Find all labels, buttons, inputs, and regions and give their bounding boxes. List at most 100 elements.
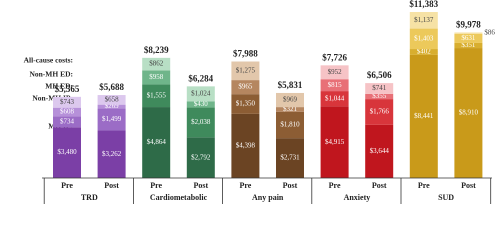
value-label: $969 (283, 96, 298, 104)
bar-segment (276, 138, 304, 178)
bar-segment (53, 96, 81, 108)
bar-segment (365, 83, 394, 94)
bar-segment (186, 107, 215, 138)
value-label: $1,350 (236, 100, 256, 108)
x-tick-label: Pre (150, 181, 162, 190)
bar-segment (231, 80, 260, 95)
x-tick-label: Post (372, 181, 387, 190)
group-label: Any pain (252, 193, 284, 202)
bar-segment (276, 111, 304, 139)
bar-segment (454, 32, 483, 34)
value-label: $2,731 (280, 154, 300, 162)
bar-segment (97, 95, 126, 105)
bar-segment (454, 48, 483, 178)
bar-segment (97, 104, 126, 109)
total-label: $6,284 (188, 73, 213, 83)
group-label: Cardiometabolic (150, 193, 208, 202)
value-label: $631 (461, 34, 476, 42)
value-label: $734 (60, 118, 75, 126)
legend-label: Non-MH ED: (29, 70, 73, 79)
bar-segment (53, 127, 81, 178)
total-label: $5,565 (55, 84, 80, 94)
value-label: $3,644 (370, 147, 390, 155)
bar-segment (409, 54, 438, 179)
value-label: $1,275 (236, 66, 256, 74)
bar-segment (97, 108, 126, 131)
value-label: $351 (461, 41, 476, 49)
bar-segment (186, 86, 215, 102)
value-label: $1,044 (325, 94, 345, 102)
bar-segment (142, 57, 171, 71)
bar-segment (142, 84, 171, 108)
bar-segment (276, 92, 304, 108)
legend-title: All-cause costs: (24, 56, 73, 65)
bar-segment (142, 70, 171, 85)
value-label: $321 (283, 105, 298, 113)
value-label: $958 (149, 73, 164, 81)
total-label: $9,978 (456, 20, 481, 30)
value-label: $4,398 (236, 142, 256, 150)
total-label: $11,383 (409, 0, 438, 9)
bar-segment (409, 49, 438, 55)
bar-segment (409, 28, 438, 50)
value-label: $815 (328, 81, 343, 89)
bar-segment (53, 107, 81, 117)
total-label: $5,831 (278, 80, 303, 90)
bar-segment (409, 12, 438, 29)
bar-segment (320, 65, 349, 80)
x-tick-label: Post (104, 181, 119, 190)
value-label: $862 (149, 60, 164, 68)
value-label: $3,480 (57, 148, 77, 156)
value-label: $743 (60, 98, 75, 106)
legend-label: MH ED: (45, 82, 73, 91)
value-label: $1,499 (102, 115, 122, 123)
total-label: $7,726 (322, 52, 347, 62)
value-label: $1,766 (370, 108, 390, 116)
bar-segment (320, 106, 349, 178)
value-label: $2,038 (191, 118, 211, 126)
x-tick-label: Pre (329, 181, 341, 190)
bar-segment (365, 93, 394, 100)
value-label: $3,262 (102, 150, 122, 158)
total-label: $5,688 (99, 82, 124, 92)
total-label: $8,239 (144, 45, 169, 55)
chart: All-cause costs:MH IP:Non-MH IP:MH ED:No… (24, 0, 495, 204)
x-tick-label: Post (461, 181, 476, 190)
legend-label: Non-MH IP: (32, 94, 73, 103)
bar-segment (231, 94, 260, 114)
group-label: SUD (438, 193, 454, 202)
value-label: $269 (105, 102, 120, 110)
x-tick-label: Pre (61, 181, 73, 190)
value-label: $1,137 (414, 16, 434, 24)
value-label: $658 (105, 95, 120, 103)
value-label: $355 (372, 92, 387, 100)
bar-segment (53, 116, 81, 128)
bar-segment (186, 137, 215, 178)
x-tick-label: Post (193, 181, 208, 190)
bar-segment (276, 107, 304, 112)
bar-segment (231, 61, 260, 81)
bar-segment (231, 113, 260, 178)
value-label: $1,403 (414, 34, 434, 42)
value-label: $965 (238, 83, 253, 91)
value-label: $4,864 (147, 138, 167, 146)
value-label: $2,792 (191, 153, 211, 161)
bar-segment (365, 124, 394, 178)
bar-segment (186, 101, 215, 108)
value-label: $1,555 (147, 91, 167, 99)
x-tick-label: Post (283, 181, 298, 190)
bar-segment (97, 130, 126, 178)
value-label: $430 (194, 100, 209, 108)
bar-segment (365, 99, 394, 125)
bar-segment (320, 91, 349, 107)
value-label: $952 (328, 68, 343, 76)
x-tick-label: Pre (418, 181, 430, 190)
value-label: $1,810 (280, 121, 300, 129)
value-label: $741 (372, 84, 387, 92)
bar-segment (320, 79, 349, 92)
value-label: $402 (417, 48, 432, 56)
x-tick-label: Pre (239, 181, 251, 190)
value-label: $1,024 (191, 89, 211, 97)
value-label: $8,441 (414, 112, 434, 120)
value-label: $86 (484, 29, 495, 37)
